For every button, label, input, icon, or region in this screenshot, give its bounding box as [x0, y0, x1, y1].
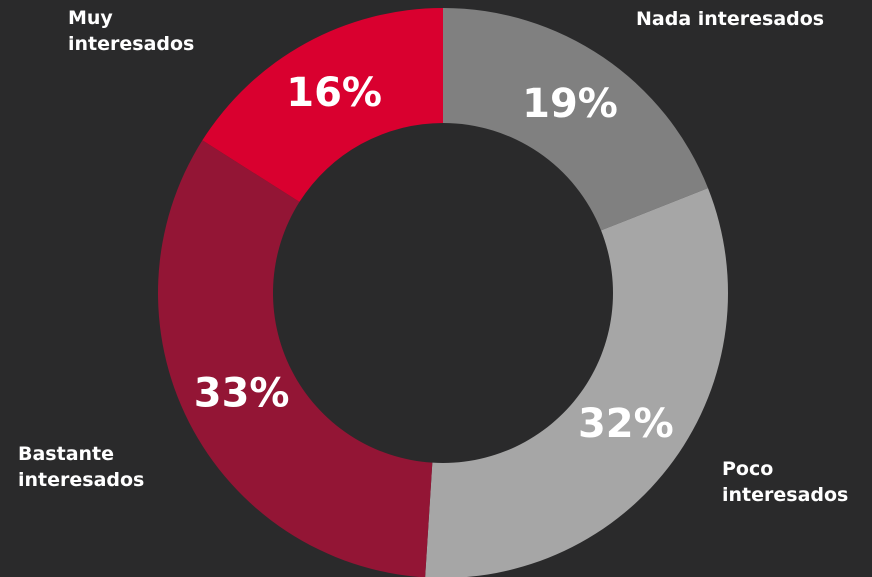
- value-label: 16%: [286, 70, 382, 116]
- value-label: 33%: [194, 371, 290, 417]
- category-label: Muy interesados: [68, 7, 195, 55]
- donut-slice: [158, 140, 433, 577]
- donut-slice: [425, 188, 728, 577]
- donut-slice: [202, 8, 443, 202]
- value-label: 32%: [578, 401, 674, 447]
- donut-slice: [443, 8, 708, 231]
- value-label: 19%: [522, 81, 618, 127]
- category-label: Poco interesados: [722, 458, 849, 506]
- category-label: Bastante interesados: [18, 443, 145, 491]
- category-label: Nada interesados: [636, 8, 825, 30]
